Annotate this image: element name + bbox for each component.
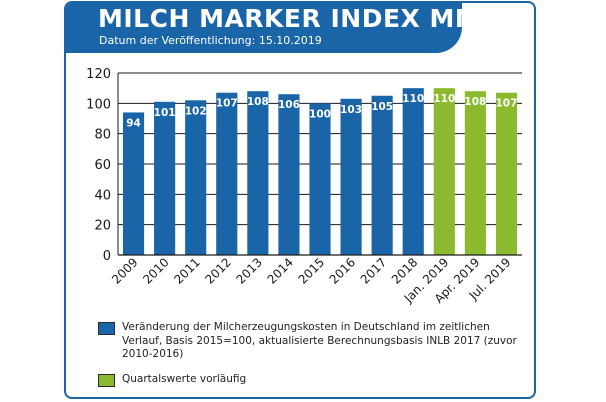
data-label: 106 xyxy=(278,99,300,111)
legend-label-blue: Veränderung der Milcherzeugungskosten in… xyxy=(122,321,517,360)
bar xyxy=(216,92,238,255)
x-tick-label: 2009 xyxy=(109,255,140,286)
bar xyxy=(247,91,269,255)
bar xyxy=(122,112,145,255)
data-label: 102 xyxy=(185,105,207,117)
x-tick-label: 2013 xyxy=(233,255,264,286)
data-label: 103 xyxy=(340,104,362,116)
data-label: 108 xyxy=(247,96,269,108)
data-label: 101 xyxy=(154,107,176,119)
bar xyxy=(371,95,393,255)
data-label: 107 xyxy=(496,98,518,110)
legend-swatch-green xyxy=(98,374,115,387)
x-tick-label: 2016 xyxy=(327,255,358,286)
data-label: 105 xyxy=(371,101,393,113)
y-tick-label: 40 xyxy=(94,188,111,203)
x-tick-label: 2010 xyxy=(140,255,171,286)
header-banner xyxy=(66,3,462,53)
y-tick-label: 20 xyxy=(94,219,111,234)
x-tick-label: 2014 xyxy=(265,255,296,286)
y-tick-label: 0 xyxy=(103,249,111,264)
x-tick-label: 2012 xyxy=(202,255,233,286)
x-tick-label: 2017 xyxy=(358,255,389,286)
bar xyxy=(464,91,486,255)
chart-title: MILCH MARKER INDEX MMI xyxy=(98,4,491,33)
bar xyxy=(185,100,207,255)
y-tick-label: 60 xyxy=(94,158,111,173)
legend-swatch-blue xyxy=(98,322,115,335)
data-label: 94 xyxy=(126,117,141,129)
x-tick-label: 2011 xyxy=(171,255,202,286)
bar xyxy=(495,92,518,255)
data-label: 110 xyxy=(402,93,424,105)
y-tick-label: 100 xyxy=(86,97,111,112)
bar xyxy=(340,98,362,256)
y-tick-label: 80 xyxy=(94,128,111,143)
legend-item-green: Quartalswerte vorläufig xyxy=(98,373,522,387)
chart-subtitle: Datum der Veröffentlichung: 15.10.2019 xyxy=(99,34,322,47)
bar xyxy=(154,101,176,255)
data-label: 110 xyxy=(433,93,455,105)
bar xyxy=(402,88,424,256)
legend-label-green: Quartalswerte vorläufig xyxy=(122,373,247,385)
legend-item-blue: Veränderung der Milcherzeugungskosten in… xyxy=(98,321,522,362)
bar xyxy=(433,88,455,256)
data-label: 100 xyxy=(309,108,331,120)
x-tick-label: 2015 xyxy=(296,255,327,286)
data-label: 108 xyxy=(464,96,486,108)
data-label: 107 xyxy=(216,98,238,110)
y-tick-label: 120 xyxy=(86,67,111,82)
bar xyxy=(278,94,300,255)
bar xyxy=(309,103,331,255)
